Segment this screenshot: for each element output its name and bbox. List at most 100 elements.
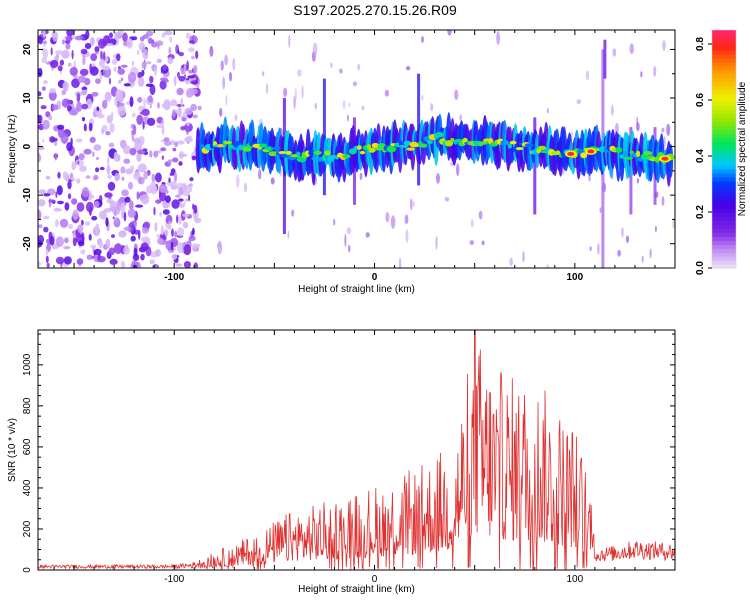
- noise-blob: [114, 172, 120, 182]
- noise-blob: [161, 119, 164, 126]
- colorbar-segment: [712, 125, 736, 130]
- noise-blob: [104, 192, 113, 198]
- noise-blob: [186, 135, 193, 142]
- colorbar-segment: [712, 133, 736, 138]
- noise-blob: [118, 230, 127, 238]
- noise-blob: [104, 91, 112, 102]
- noise-blob: [105, 217, 109, 227]
- noise-blob: [398, 257, 402, 268]
- noise-blob: [43, 215, 50, 220]
- noise-blob: [151, 173, 156, 183]
- ridge-inner: [509, 140, 517, 145]
- noise-blob: [43, 193, 51, 197]
- noise-blob: [105, 208, 110, 213]
- noise-blob: [469, 240, 475, 246]
- noise-blob: [229, 71, 232, 82]
- noise-blob: [96, 156, 99, 161]
- ridge-inner: [285, 150, 292, 155]
- noise-blob: [585, 70, 590, 81]
- x-tick-label: 0: [372, 272, 378, 283]
- ridge-inner: [308, 149, 315, 157]
- noise-blob: [641, 255, 644, 263]
- noise-blob: [666, 123, 671, 136]
- noise-blob: [62, 171, 68, 180]
- noise-blob: [165, 195, 171, 203]
- noise-blob: [661, 196, 665, 206]
- noise-blob: [38, 199, 46, 207]
- noise-blob: [653, 65, 657, 78]
- noise-blob: [130, 165, 135, 173]
- noise-blob: [137, 77, 145, 88]
- x-tick-label: 100: [566, 272, 583, 283]
- noise-blob: [183, 261, 191, 268]
- noise-blob: [81, 187, 90, 198]
- ridge-inner: [435, 131, 444, 138]
- noise-blob: [51, 104, 59, 111]
- noise-blob: [85, 175, 91, 179]
- noise-blob: [183, 63, 187, 74]
- noise-blob: [188, 40, 195, 44]
- noise-blob: [81, 219, 84, 226]
- noise-blob: [131, 130, 135, 142]
- noise-blob: [52, 137, 58, 142]
- noise-blob: [599, 207, 602, 214]
- noise-blob: [136, 152, 142, 162]
- noise-blob: [177, 227, 185, 237]
- colorbar-segment: [712, 77, 736, 83]
- noise-blob: [121, 176, 125, 181]
- noise-blob: [170, 100, 178, 107]
- noise-blob: [80, 249, 86, 255]
- x-tick-label: -100: [164, 574, 184, 585]
- ridge-inner: [622, 150, 629, 157]
- ridge-inner: [359, 150, 366, 155]
- noise-blob: [385, 212, 390, 223]
- noise-blob: [188, 194, 191, 202]
- noise-blob: [265, 83, 269, 95]
- noise-blob: [78, 240, 85, 247]
- noise-blob: [159, 80, 167, 90]
- noise-blob: [139, 111, 147, 115]
- noise-blob: [46, 61, 49, 65]
- noise-blob: [636, 122, 640, 132]
- noise-blob: [57, 200, 64, 205]
- noise-blob: [61, 89, 66, 96]
- noise-blob: [430, 103, 434, 112]
- noise-blob: [62, 39, 65, 45]
- ridge-inner: [356, 145, 362, 150]
- noise-blob: [149, 104, 152, 109]
- noise-blob: [649, 248, 652, 259]
- noise-blob: [160, 225, 164, 236]
- noise-blob: [55, 219, 59, 228]
- noise-blob: [435, 235, 438, 250]
- noise-blob: [131, 60, 134, 66]
- noise-blob: [270, 177, 275, 185]
- noise-blob: [140, 253, 145, 261]
- noise-blob: [188, 236, 192, 243]
- colorbar-segment: [712, 220, 736, 225]
- colorbar-segment: [712, 37, 736, 43]
- noise-blob: [52, 30, 59, 42]
- snr-series-line: [38, 330, 675, 570]
- noise-blob: [287, 230, 290, 239]
- noise-blob: [261, 71, 265, 77]
- noise-blob: [185, 198, 189, 202]
- noise-blob: [185, 32, 191, 39]
- noise-blob: [153, 150, 159, 158]
- noise-blob: [615, 122, 619, 134]
- noise-blob: [293, 95, 296, 110]
- noise-blob: [59, 59, 65, 66]
- noise-blob: [454, 89, 459, 101]
- noise-blob: [65, 35, 73, 42]
- x-axis-label: Height of straight line (km): [298, 584, 415, 595]
- colorbar-frame: [711, 29, 737, 269]
- noise-blob: [55, 50, 64, 55]
- noise-blob: [138, 135, 145, 146]
- noise-blob: [169, 36, 173, 43]
- noise-blob: [84, 42, 92, 50]
- noise-blob: [661, 127, 665, 133]
- noise-blob: [130, 235, 136, 242]
- noise-blob: [77, 75, 87, 83]
- noise-blob: [103, 51, 106, 61]
- noise-blob: [181, 184, 188, 192]
